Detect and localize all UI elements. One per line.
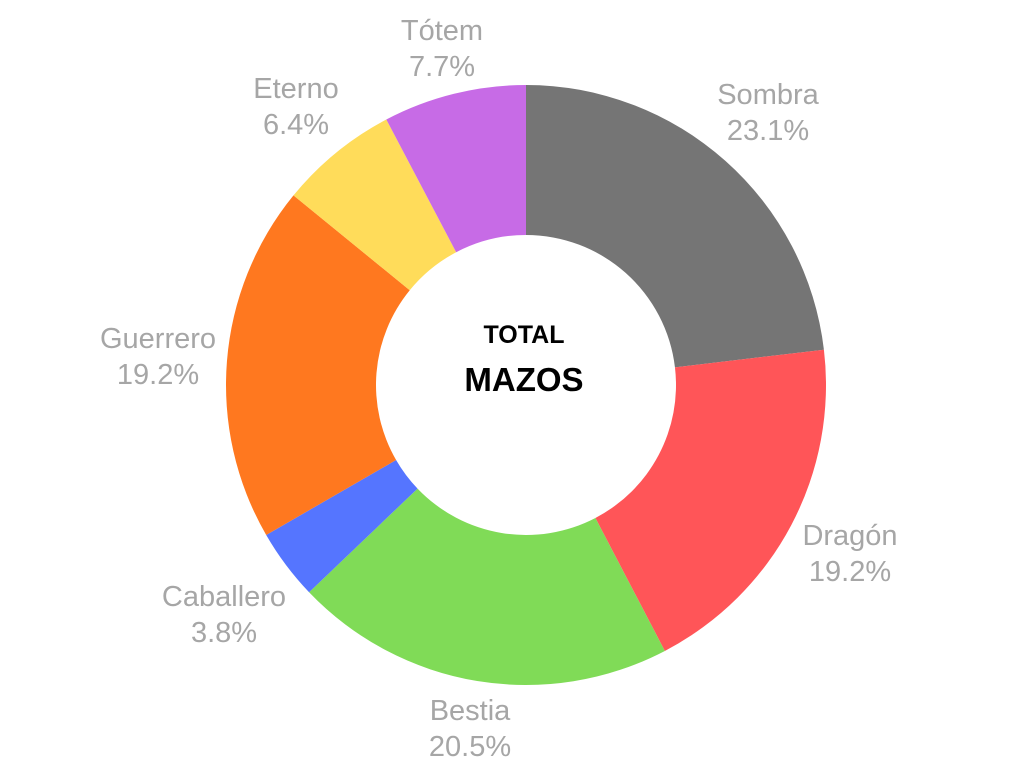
slice-sombra — [526, 85, 824, 368]
slice-eterno — [293, 119, 457, 291]
slice-labels: Sombra 23.1% Dragón 19.2% Bestia 20.5% Caballe… — [100, 15, 898, 763]
slice-guerrero — [226, 195, 410, 536]
slice-label-value: 3.8% — [191, 617, 257, 649]
slice-label-name: Bestia — [430, 695, 511, 727]
slice-label-name: Guerrero — [100, 323, 216, 355]
slice-label-value: 19.2% — [117, 359, 199, 391]
slice-label-name: Tótem — [401, 15, 483, 47]
slice-label-value: 6.4% — [263, 109, 329, 141]
center-title-line-1: TOTAL — [483, 321, 564, 349]
slice-dragón — [595, 349, 826, 651]
slice-label-value: 20.5% — [429, 731, 511, 763]
slice-label-name: Dragón — [802, 520, 897, 552]
slice-label-name: Caballero — [162, 581, 286, 613]
slice-tótem — [386, 85, 526, 253]
donut-slices — [226, 85, 826, 685]
center-title-line-2: MAZOS — [464, 361, 583, 398]
slice-label-value: 7.7% — [409, 51, 475, 83]
slice-label-value: 23.1% — [727, 115, 809, 147]
slice-bestia — [309, 488, 665, 685]
slice-label-name: Sombra — [717, 79, 819, 111]
slice-label-name: Eterno — [253, 73, 338, 105]
slice-label-value: 19.2% — [809, 556, 891, 588]
slice-caballero — [266, 460, 418, 593]
